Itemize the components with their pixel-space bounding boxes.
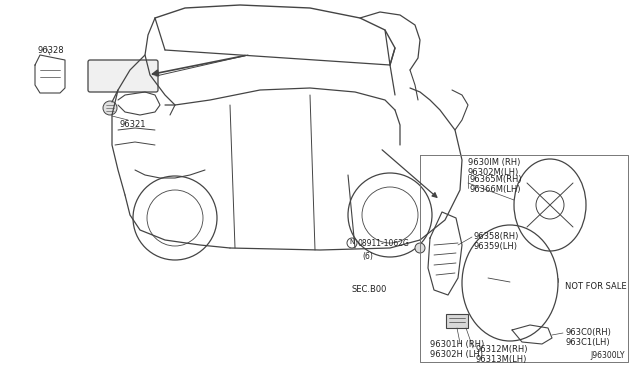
Text: 96321: 96321 (120, 120, 147, 129)
Text: NOT FOR SALE: NOT FOR SALE (565, 282, 627, 291)
Text: 96302M(LH): 96302M(LH) (468, 168, 519, 177)
Text: 96359(LH): 96359(LH) (474, 242, 518, 251)
Text: SEC.B00: SEC.B00 (352, 285, 387, 294)
Text: 96366M(LH): 96366M(LH) (470, 185, 522, 194)
Text: 96312M(RH): 96312M(RH) (475, 345, 527, 354)
FancyBboxPatch shape (88, 60, 158, 92)
Ellipse shape (415, 243, 425, 253)
Text: 96302H (LH): 96302H (LH) (430, 350, 483, 359)
Text: 96301H (RH): 96301H (RH) (430, 340, 484, 349)
Text: 9630IM (RH): 9630IM (RH) (468, 158, 520, 167)
Text: 96313M(LH): 96313M(LH) (475, 355, 526, 364)
Bar (446, 314, 468, 328)
Text: 963C0(RH): 963C0(RH) (565, 328, 611, 337)
Text: 08911-1062G: 08911-1062G (358, 239, 410, 248)
Text: 96365M(RH): 96365M(RH) (470, 175, 523, 184)
Text: (6): (6) (362, 252, 373, 261)
Text: 96358(RH): 96358(RH) (474, 232, 520, 241)
Ellipse shape (103, 101, 117, 115)
Text: 963C1(LH): 963C1(LH) (565, 338, 610, 347)
Text: N: N (349, 239, 355, 245)
Text: 96328: 96328 (38, 46, 65, 55)
Text: J96300LY: J96300LY (591, 351, 625, 360)
